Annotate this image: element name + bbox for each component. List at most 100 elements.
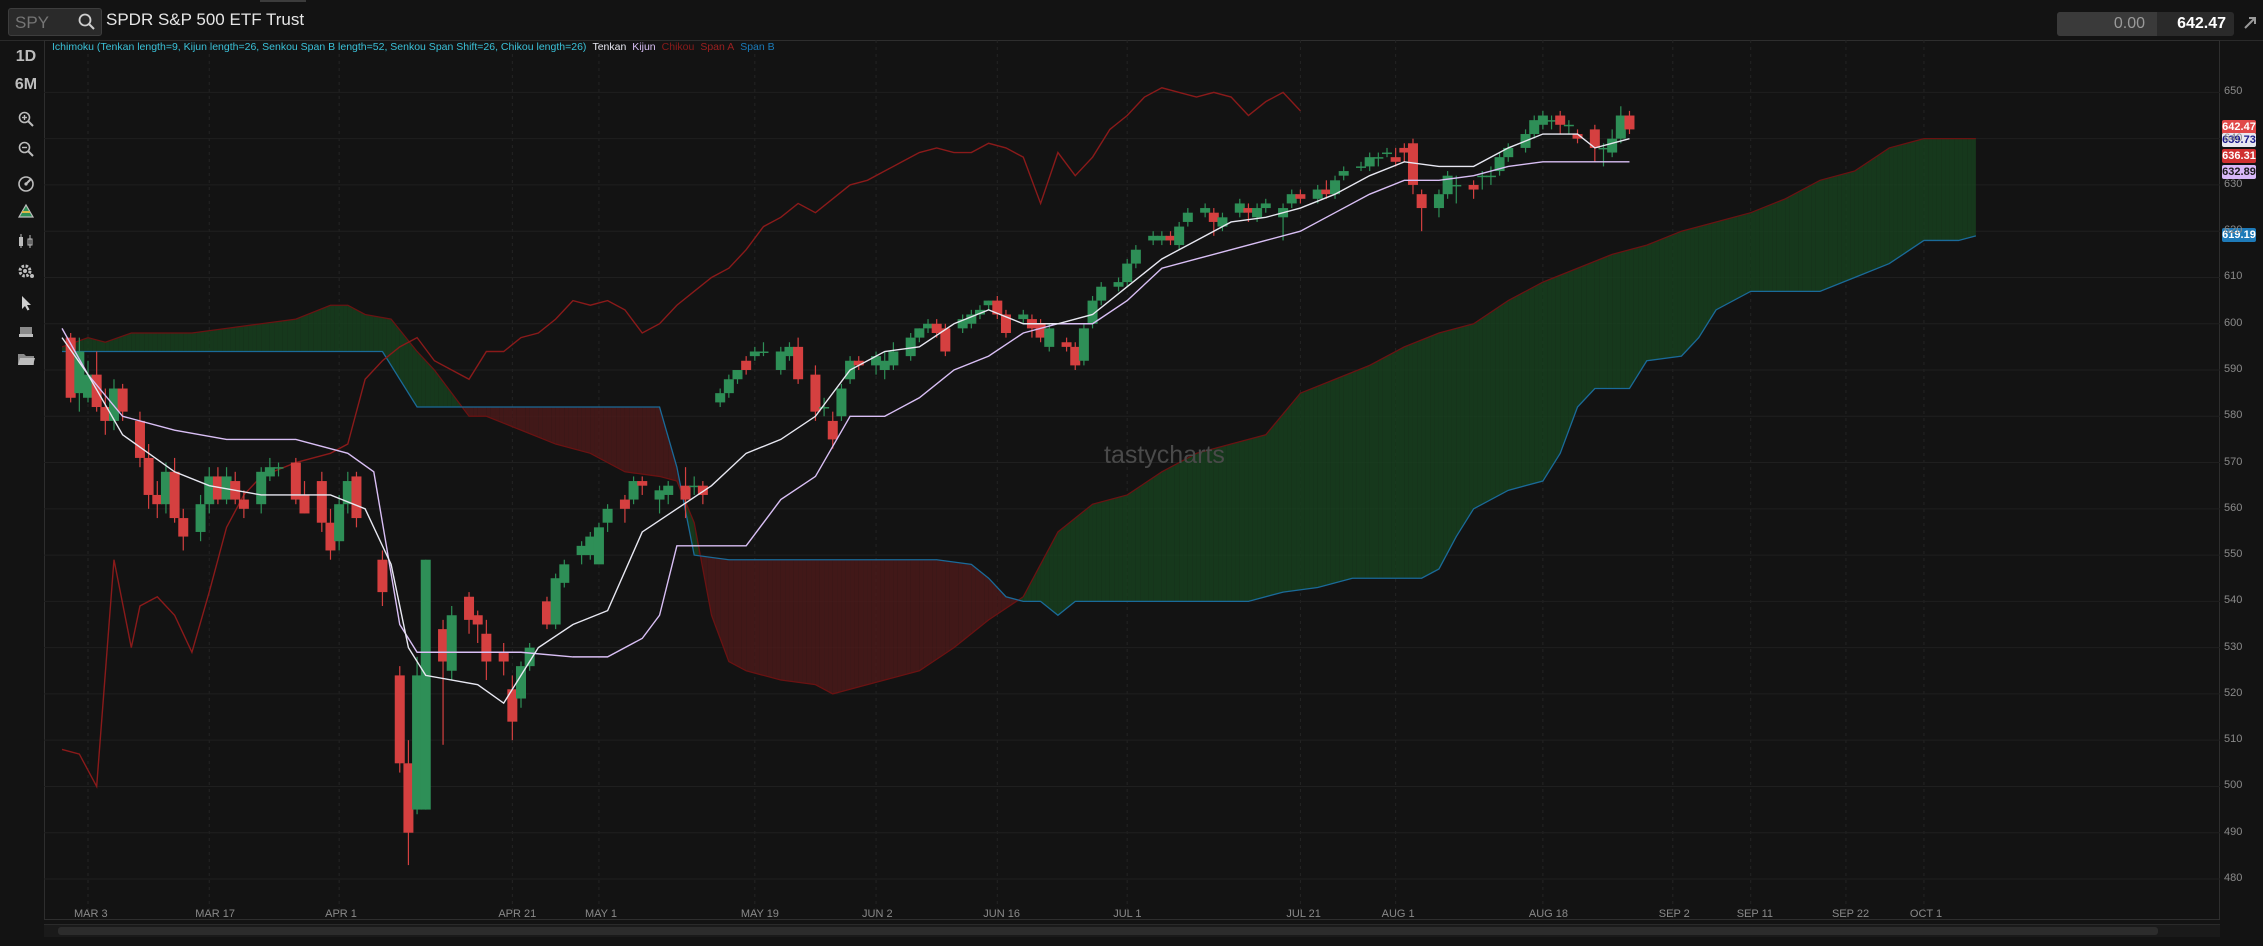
candle-body bbox=[1078, 328, 1089, 361]
time-axis-label: JUL 1 bbox=[1113, 908, 1142, 920]
candle-body bbox=[195, 504, 206, 532]
candle-body bbox=[160, 471, 171, 505]
cloud-segment bbox=[1451, 328, 1457, 545]
candle-body bbox=[1234, 203, 1245, 213]
candle-body bbox=[1433, 194, 1444, 209]
cloud-segment bbox=[1417, 339, 1422, 579]
cloud-segment bbox=[867, 559, 872, 685]
chart-scrollbar[interactable] bbox=[44, 924, 2220, 937]
cursor-icon[interactable] bbox=[8, 290, 44, 316]
expand-icon[interactable] bbox=[2241, 14, 2259, 32]
chart-area[interactable] bbox=[44, 40, 2220, 936]
symbol-input[interactable] bbox=[13, 12, 77, 34]
candle-body bbox=[593, 527, 604, 565]
cloud-segment bbox=[954, 562, 959, 648]
cloud-segment bbox=[1772, 202, 1777, 292]
price-axis-label: 480 bbox=[2224, 871, 2243, 884]
candle-body bbox=[576, 545, 587, 556]
interval-button[interactable]: 1D bbox=[15, 48, 37, 65]
cloud-segment bbox=[724, 559, 729, 662]
cloud-segment bbox=[1910, 140, 1916, 250]
cloud-segment bbox=[949, 561, 954, 651]
zoom-out-icon[interactable] bbox=[8, 136, 44, 162]
cloud-segment bbox=[893, 559, 898, 678]
price-axis-label: 610 bbox=[2224, 270, 2243, 283]
settings-icon[interactable] bbox=[8, 258, 44, 284]
cloud-segment bbox=[131, 332, 136, 352]
cloud-segment bbox=[1616, 252, 1621, 389]
cloud-segment bbox=[1893, 145, 1898, 261]
cloud-segment bbox=[1412, 341, 1418, 579]
cloud-segment bbox=[1187, 455, 1193, 602]
cloud-segment bbox=[1651, 241, 1656, 361]
cloud-segment bbox=[369, 315, 374, 352]
cloud-segment bbox=[243, 325, 249, 352]
legend-span-a: Span A bbox=[700, 41, 735, 53]
cloud-segment bbox=[785, 559, 790, 682]
price-axis-label: 600 bbox=[2224, 316, 2243, 329]
cloud-segment bbox=[139, 332, 145, 352]
candle-body bbox=[923, 323, 934, 329]
zoom-in-icon[interactable] bbox=[8, 106, 44, 132]
cloud-segment bbox=[1235, 441, 1240, 602]
cloud-segment bbox=[200, 331, 205, 352]
candle-body bbox=[1286, 194, 1297, 204]
cloud-segment bbox=[100, 341, 106, 352]
price-chart[interactable] bbox=[44, 40, 2220, 936]
cloud-segment bbox=[832, 559, 838, 694]
cloud-segment bbox=[1945, 138, 1950, 241]
legend-tenkan: Tenkan bbox=[592, 41, 627, 53]
cloud-segment bbox=[183, 332, 188, 352]
candle-body bbox=[1330, 180, 1341, 195]
cloud-segment bbox=[1348, 372, 1353, 580]
cloud-segment bbox=[620, 407, 625, 472]
cloud-segment bbox=[1278, 413, 1284, 594]
candle-body bbox=[1563, 124, 1574, 127]
cloud-segment bbox=[1967, 138, 1972, 239]
price-change: 0.00 bbox=[2057, 12, 2157, 36]
cloud-segment bbox=[365, 314, 370, 352]
cloud-segment bbox=[1092, 503, 1097, 602]
candle-body bbox=[1338, 171, 1349, 176]
symbol-search[interactable] bbox=[8, 8, 102, 36]
drawing-tools-icon[interactable] bbox=[8, 198, 44, 224]
candle-body bbox=[1208, 212, 1219, 222]
price-axis-label: 570 bbox=[2224, 455, 2243, 468]
cloud-segment bbox=[945, 560, 950, 654]
studies-icon[interactable] bbox=[8, 170, 44, 196]
candle-body bbox=[1572, 134, 1583, 139]
scrollbar-thumb[interactable] bbox=[58, 927, 2158, 935]
candle-body bbox=[516, 666, 526, 699]
cloud-segment bbox=[1218, 446, 1223, 602]
search-icon[interactable] bbox=[77, 12, 97, 32]
cloud-segment bbox=[858, 559, 864, 687]
cloud-segment bbox=[789, 559, 794, 682]
cloud-segment bbox=[1841, 173, 1846, 283]
candle-body bbox=[680, 485, 691, 500]
cloud-segment bbox=[837, 559, 842, 693]
cloud-segment bbox=[1153, 474, 1158, 602]
cloud-segment bbox=[1174, 462, 1180, 602]
cloud-segment bbox=[1516, 293, 1522, 488]
candle-body bbox=[619, 499, 630, 509]
cloud-segment bbox=[876, 559, 881, 683]
cloud-segment bbox=[1114, 497, 1119, 602]
cloud-segment bbox=[1300, 391, 1305, 590]
cloud-segment bbox=[1118, 496, 1123, 602]
cloud-segment bbox=[1876, 153, 1881, 269]
price-axis-label: 520 bbox=[2224, 686, 2243, 699]
candle-body bbox=[1485, 175, 1496, 178]
cloud-segment bbox=[287, 319, 292, 352]
stamp-icon[interactable] bbox=[8, 318, 44, 344]
cloud-segment bbox=[1750, 210, 1756, 292]
time-axis-label: SEP 22 bbox=[1831, 908, 1870, 920]
chart-style-icon[interactable] bbox=[8, 228, 44, 254]
candle-body bbox=[1364, 157, 1375, 167]
cloud-segment bbox=[1850, 171, 1855, 280]
cloud-segment bbox=[992, 582, 998, 617]
range-button[interactable]: 6M bbox=[14, 76, 38, 93]
cloud-segment bbox=[746, 559, 751, 672]
cloud-segment bbox=[1053, 531, 1058, 616]
folder-icon[interactable] bbox=[8, 346, 44, 372]
candle-body bbox=[1615, 115, 1626, 139]
